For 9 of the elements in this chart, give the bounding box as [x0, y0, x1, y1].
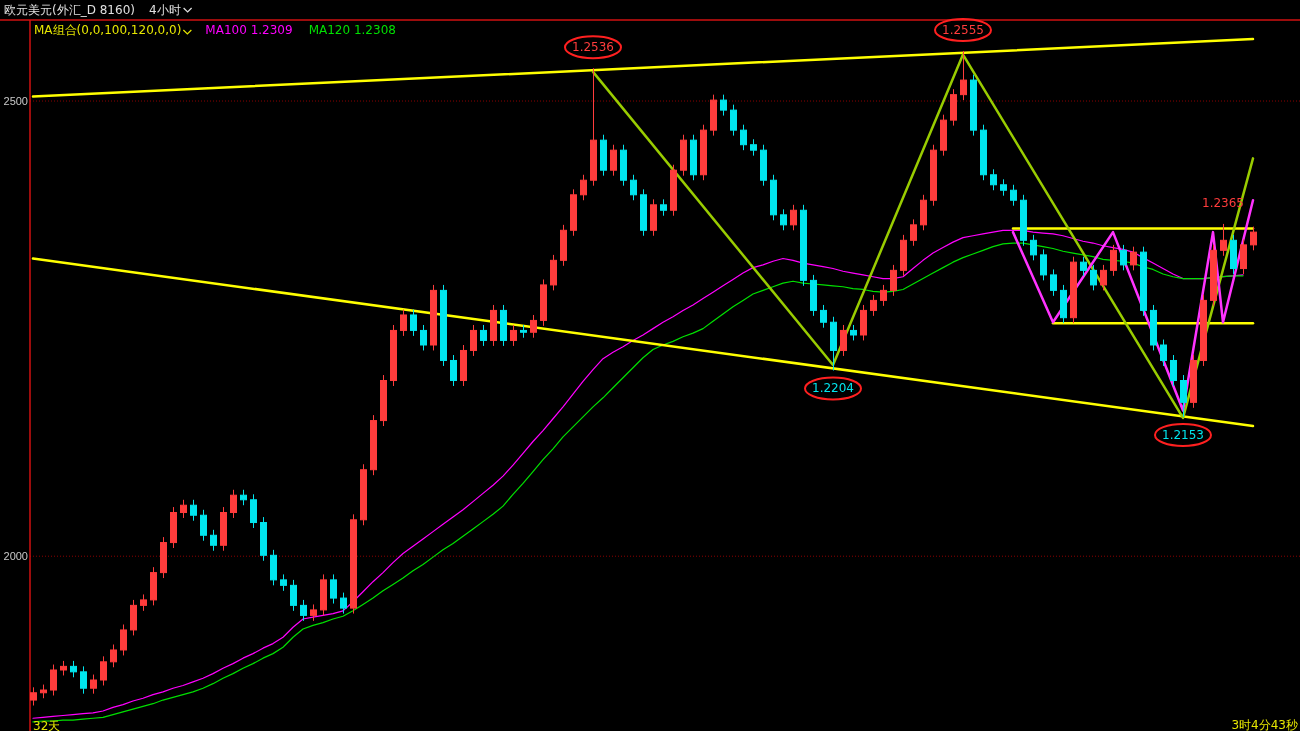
annotation: 3时4分43秒 [1231, 718, 1298, 731]
annotation: 32天 [33, 719, 61, 731]
annotation: 1.2555 [942, 22, 984, 37]
title: 欧元美元(外汇_D 8160) [4, 3, 135, 17]
subtitle: 4小时 [148, 3, 181, 17]
legend-title: MA组合(0,0,100,120,0,0) [34, 23, 182, 37]
annotation: 1.2153 [1162, 427, 1204, 442]
annotation: 1.2536 [572, 40, 614, 55]
annotation: 1.2204 [812, 381, 854, 396]
